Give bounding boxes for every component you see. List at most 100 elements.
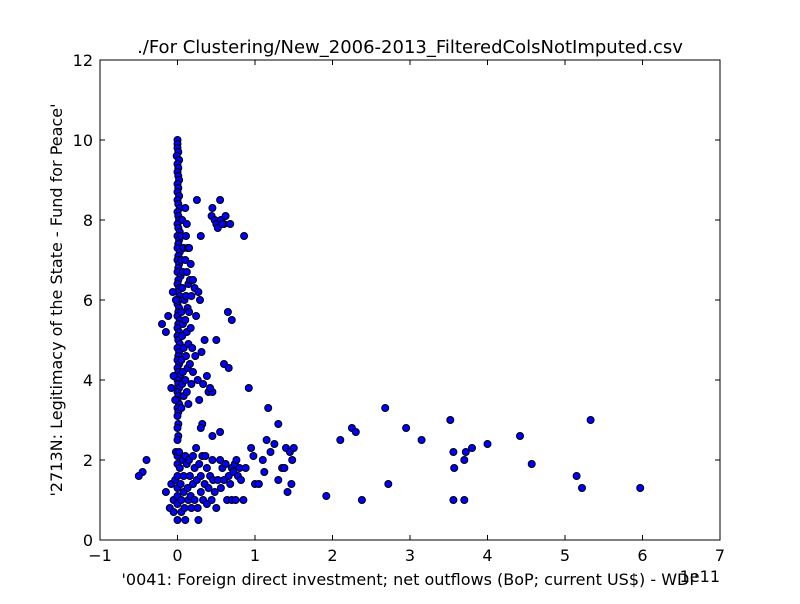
data-point [173, 412, 182, 420]
data-point [381, 404, 390, 412]
data-point [218, 220, 227, 228]
data-point [226, 220, 235, 228]
y-tick-label: 0 [83, 531, 93, 550]
data-point [190, 496, 199, 504]
y-tick-label: 10 [73, 131, 93, 150]
data-point [216, 456, 225, 464]
data-point [196, 472, 205, 480]
data-point [336, 436, 345, 444]
chart-title: ./For Clustering/New_2006-2013_FilteredC… [137, 37, 683, 58]
data-point [176, 480, 185, 488]
data-point [262, 436, 271, 444]
data-point [182, 388, 191, 396]
data-point [196, 488, 205, 496]
data-point [450, 464, 459, 472]
data-point [208, 432, 217, 440]
y-tick-label: 12 [73, 51, 93, 70]
x-tick-label: 4 [482, 546, 492, 565]
data-point [264, 404, 273, 412]
data-point [161, 328, 170, 336]
data-point [287, 480, 296, 488]
data-point [212, 504, 221, 512]
data-point [449, 448, 458, 456]
data-point [212, 336, 221, 344]
data-point [187, 292, 196, 300]
data-point [158, 320, 166, 328]
data-point [183, 484, 192, 492]
data-point [142, 456, 151, 464]
data-point [402, 424, 411, 432]
data-point [249, 452, 258, 460]
data-point [516, 432, 524, 440]
data-point [182, 268, 191, 276]
data-point [240, 232, 249, 240]
data-point [206, 384, 215, 392]
data-point [224, 364, 233, 372]
x-tick-label: 5 [560, 546, 570, 565]
data-point [231, 496, 240, 504]
data-point [461, 448, 470, 456]
data-point [186, 324, 195, 332]
x-axis-label: '0041: Foreign direct investment; net ou… [122, 570, 699, 589]
points-layer [134, 136, 645, 524]
data-point [289, 444, 298, 452]
data-point [221, 212, 230, 220]
data-point [216, 484, 225, 492]
data-point [175, 464, 184, 472]
data-point [483, 440, 492, 448]
data-point [185, 472, 194, 480]
data-point [185, 308, 194, 316]
data-point [578, 484, 586, 492]
data-point [244, 384, 253, 392]
data-point [181, 376, 190, 384]
x-tick-label: 0 [172, 546, 182, 565]
data-point [181, 256, 190, 264]
data-point [181, 204, 190, 212]
y-tick-label: 2 [83, 451, 93, 470]
data-point [527, 460, 536, 468]
data-point [181, 516, 190, 524]
data-point [186, 260, 195, 268]
data-point [189, 276, 197, 284]
data-point [182, 220, 191, 228]
data-point [417, 436, 426, 444]
data-point [194, 288, 203, 296]
data-point [274, 420, 283, 428]
data-point [636, 484, 645, 492]
data-point [184, 400, 193, 408]
data-point [241, 464, 250, 472]
data-point [171, 296, 180, 304]
data-point [357, 496, 366, 504]
data-point [164, 312, 173, 320]
data-point [173, 516, 182, 524]
data-point [193, 504, 202, 512]
data-point [280, 464, 289, 472]
data-point [260, 468, 269, 476]
data-point [237, 476, 245, 484]
data-point [227, 316, 236, 324]
data-point [180, 504, 189, 512]
data-point [168, 288, 177, 296]
x-tick-label: 7 [715, 546, 725, 565]
y-tick-label: 8 [83, 211, 93, 230]
data-point [202, 372, 211, 380]
data-point [185, 360, 194, 368]
data-point [322, 492, 331, 500]
y-tick-label: 4 [83, 371, 93, 390]
data-point [449, 496, 458, 504]
data-point [221, 460, 230, 468]
data-point [182, 232, 190, 240]
data-point [187, 380, 196, 388]
data-point [239, 496, 248, 504]
x-tick-label: 1 [250, 546, 260, 565]
data-point [201, 452, 210, 460]
data-point [274, 476, 283, 484]
data-point [169, 508, 178, 516]
data-point [216, 428, 225, 436]
data-point [196, 232, 205, 240]
data-point [208, 204, 217, 212]
data-point [202, 464, 211, 472]
data-point [167, 384, 176, 392]
